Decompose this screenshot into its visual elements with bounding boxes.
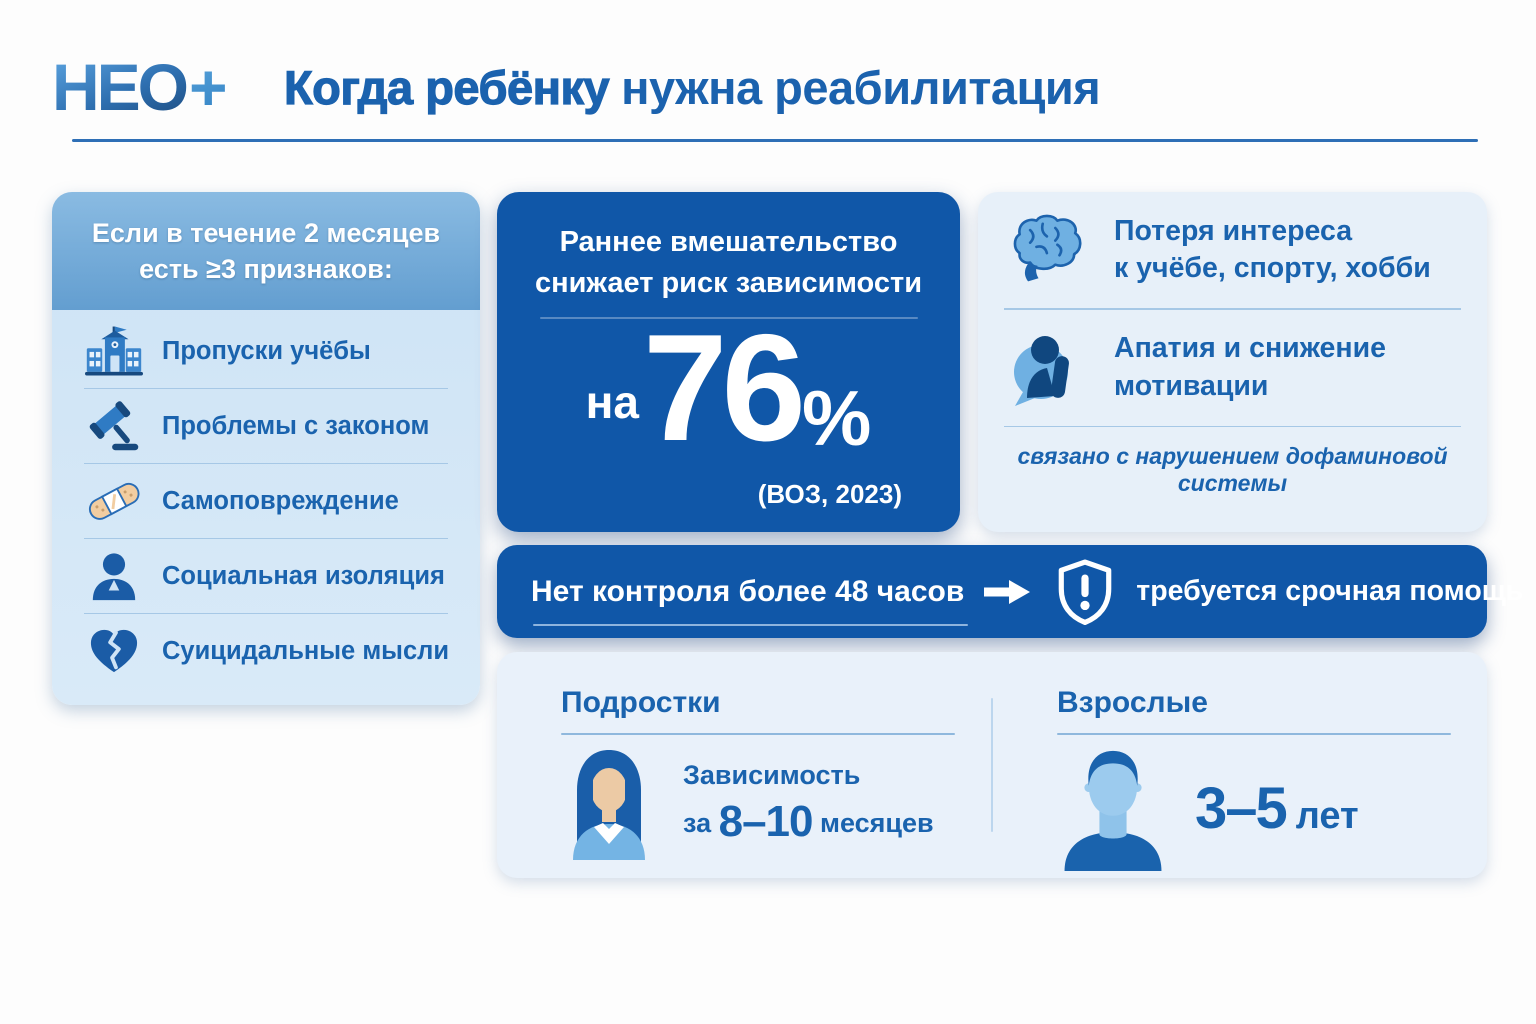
teens-text: Зависимость за 8–10 месяцев xyxy=(683,760,934,847)
list-item: Проблемы с законом xyxy=(84,388,448,463)
teen-girl-avatar xyxy=(561,745,657,861)
list-item: Суицидальные мысли xyxy=(84,613,450,688)
page-title-strong: Когда ребёнку xyxy=(283,60,610,114)
teens-body: Зависимость за 8–10 месяцев xyxy=(561,745,955,861)
logo-text: НЕО xyxy=(52,50,187,124)
symptoms-panel: Потеря интереса к учёбе, спорту, хобби А… xyxy=(978,192,1487,532)
broken-heart-icon xyxy=(84,626,144,676)
timeline-panel: Подростки Зависимость за 8 xyxy=(497,652,1487,878)
symptom-label-line1: Апатия и снижение xyxy=(1114,332,1386,365)
adults-range: 3–5 xyxy=(1195,775,1288,841)
teens-line1: Зависимость xyxy=(683,759,861,790)
header-divider xyxy=(72,139,1478,142)
brain-icon xyxy=(1004,210,1094,290)
list-item: Апатия и снижение мотивации xyxy=(978,310,1487,426)
criteria-heading-line1: Если в течение 2 месяцев xyxy=(91,217,441,248)
criteria-item-label: Самоповреждение xyxy=(162,486,399,515)
adult-man-avatar xyxy=(1057,745,1169,871)
symptom-label-line1: Потеря интереса xyxy=(1114,214,1353,247)
bandage-icon xyxy=(84,475,144,527)
stat-divider xyxy=(539,317,918,320)
page-title-rest: нужна реабилитация xyxy=(621,61,1101,114)
timeline-column-divider xyxy=(991,698,993,832)
gavel-icon xyxy=(84,399,144,453)
criteria-item-label: Суицидальные мысли xyxy=(162,636,450,665)
arrow-right-icon xyxy=(984,578,1031,606)
adults-heading: Взрослые xyxy=(1057,686,1208,719)
teens-underline xyxy=(561,733,955,735)
apathy-icon xyxy=(1004,329,1094,407)
timeline-adults-column: Взрослые 3–5 лет xyxy=(993,652,1487,878)
teens-line2: за 8–10 месяцев xyxy=(683,797,934,847)
criteria-list: Пропуски учёбы Проблемы с законом xyxy=(52,310,480,688)
symptom-label-line2: к учёбе, спорту, хобби xyxy=(1114,252,1431,284)
alert-action: требуется срочная помощь xyxy=(1136,575,1524,607)
symptoms-divider xyxy=(1004,425,1461,427)
adults-text: 3–5 лет xyxy=(1195,775,1359,842)
page-title: Когда ребёнку нужна реабилитация xyxy=(283,60,1101,115)
stat-title: Раннее вмешательство снижает риск зависи… xyxy=(497,222,960,303)
stat-panel: Раннее вмешательство снижает риск зависи… xyxy=(497,192,960,532)
teens-heading: Подростки xyxy=(561,686,721,719)
list-item: Пропуски учёбы xyxy=(84,314,448,388)
alert-banner: Нет контроля более 48 часов требуется ср… xyxy=(497,545,1523,638)
logo-plus: + xyxy=(189,50,225,124)
stat-title-line2: снижает риск зависимости xyxy=(534,266,923,299)
stat-title-line1: Раннее вмешательство xyxy=(559,226,898,258)
adults-body: 3–5 лет xyxy=(1057,745,1451,871)
criteria-item-label: Проблемы с законом xyxy=(162,411,430,440)
symptom-label-line2: мотивации xyxy=(1114,369,1269,402)
list-item: Потеря интереса к учёбе, спорту, хобби xyxy=(978,192,1487,308)
alert-condition: Нет контроля более 48 часов xyxy=(531,574,969,626)
stat-value-row: на 76 % xyxy=(497,303,960,474)
shield-alert-icon xyxy=(1056,559,1114,625)
list-item: Самоповреждение xyxy=(84,463,448,538)
teens-suffix: месяцев xyxy=(820,807,934,838)
teens-range: 8–10 xyxy=(718,796,814,846)
timeline-teens-column: Подростки Зависимость за 8 xyxy=(497,652,991,878)
person-icon xyxy=(84,550,144,602)
stat-source: (ВОЗ, 2023) xyxy=(757,479,902,509)
adults-underline xyxy=(1057,733,1451,735)
teens-prefix: за xyxy=(683,807,712,838)
adults-suffix: лет xyxy=(1295,794,1359,837)
symptom-label: Апатия и снижение мотивации xyxy=(1114,330,1386,404)
stat-percent-sign: % xyxy=(802,374,872,463)
criteria-item-label: Пропуски учёбы xyxy=(162,336,371,365)
school-icon xyxy=(84,324,144,378)
stat-value: 76 xyxy=(642,303,806,474)
criteria-heading-line2: есть ≥3 признаков: xyxy=(139,254,393,284)
svg-text:НЕО+: НЕО+ xyxy=(52,50,225,124)
criteria-heading: Если в течение 2 месяцев есть ≥3 признак… xyxy=(52,192,480,310)
symptom-label: Потеря интереса к учёбе, спорту, хобби xyxy=(1114,213,1431,287)
stat-prefix: на xyxy=(585,376,639,429)
neo-plus-logo: НЕО+ xyxy=(52,48,278,131)
symptoms-divider xyxy=(1004,308,1461,310)
symptoms-note: связано с нарушением дофаминовой системы xyxy=(1017,443,1448,496)
criteria-item-label: Социальная изоляция xyxy=(162,561,445,590)
list-item: Социальная изоляция xyxy=(84,538,448,613)
criteria-panel: Если в течение 2 месяцев есть ≥3 признак… xyxy=(52,192,480,705)
